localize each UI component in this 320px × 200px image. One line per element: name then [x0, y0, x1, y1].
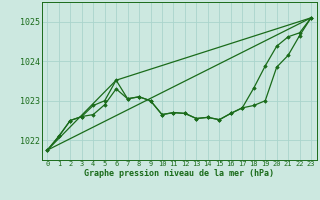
- X-axis label: Graphe pression niveau de la mer (hPa): Graphe pression niveau de la mer (hPa): [84, 169, 274, 178]
